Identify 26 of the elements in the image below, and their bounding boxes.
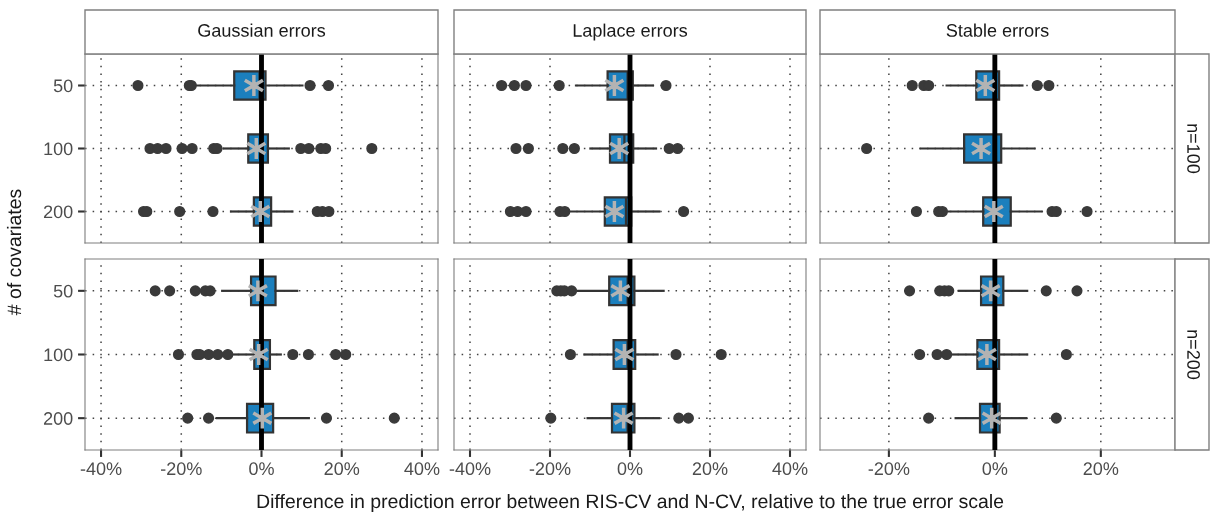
chart-title: Stable errors — [946, 23, 1049, 37]
x-tick-label: -20% — [529, 462, 571, 476]
y2-axis-title: n=100 — [1187, 124, 1200, 174]
y-tick-label: 200 — [43, 412, 73, 425]
x-tick-label: -40% — [80, 462, 122, 476]
x-tick-label: 0% — [982, 462, 1008, 476]
chart-title: Gaussian errors — [198, 23, 326, 37]
y-tick-label: 50 — [53, 284, 73, 298]
y-axis-title: # of covariates — [6, 189, 22, 316]
x-tick-label: 40% — [772, 462, 808, 476]
y-tick-label: 100 — [44, 348, 73, 362]
y2-axis-title: n=200 — [1187, 330, 1200, 380]
x-tick-label: 0% — [617, 462, 643, 476]
x-tick-label: 20% — [1083, 462, 1119, 476]
x-tick-label: 20% — [324, 462, 360, 476]
x-axis-title: Difference in prediction error between RIS-CV and N-CV, relative to the true error scale — [257, 493, 1004, 513]
chart-title: Laplace errors — [573, 23, 688, 41]
x-tick-label: -20% — [161, 462, 202, 476]
y-tick-label: 100 — [44, 142, 73, 156]
x-tick-label: -40% — [449, 462, 491, 476]
x-tick-label: 20% — [692, 462, 728, 476]
y-tick-label: 50 — [53, 79, 73, 93]
x-tick-label: 0% — [249, 462, 274, 476]
y-tick-label: 200 — [43, 205, 73, 219]
x-tick-label: 40% — [404, 462, 440, 476]
x-tick-label: -20% — [868, 462, 910, 476]
